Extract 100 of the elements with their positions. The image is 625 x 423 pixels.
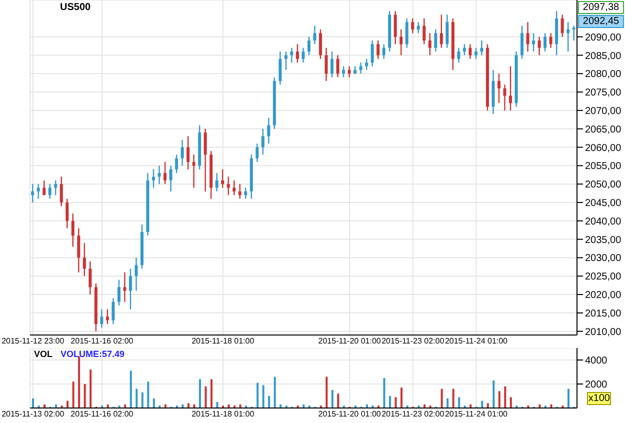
candlestick [54, 180, 58, 196]
bar [198, 379, 201, 408]
bar [492, 380, 495, 408]
bar [400, 388, 403, 408]
candlestick [100, 308, 104, 328]
candlestick [134, 257, 138, 292]
y-tick-label: 2055,00 [585, 161, 622, 172]
candlestick [175, 154, 178, 174]
candlestick [152, 168, 156, 188]
candlestick [42, 180, 46, 196]
y-tick-label: 2070,00 [585, 106, 622, 117]
candlestick [480, 40, 484, 56]
candlestick [261, 128, 264, 156]
candlestick [330, 50, 334, 78]
candlestick [36, 183, 40, 200]
candlestick [318, 28, 322, 60]
candlestick [520, 25, 524, 60]
candlestick [526, 21, 530, 52]
chart-subtitle: VOLUME:57.49 [60, 349, 125, 359]
bar [78, 356, 80, 408]
candlestick [48, 183, 52, 200]
candlestick [284, 50, 288, 71]
bar [32, 398, 34, 408]
bar [66, 400, 69, 408]
y-tick-label: 4000 [585, 356, 608, 367]
candlestick [244, 187, 248, 200]
candlestick [468, 44, 472, 60]
candlestick [560, 14, 564, 38]
candlestick [31, 183, 34, 204]
candlestick [416, 21, 420, 34]
text: 2092,45 [578, 15, 624, 28]
bar [256, 382, 259, 408]
candlestick [508, 66, 512, 112]
x-tick-label: 2015-11-24 01:00 [444, 336, 508, 346]
candlestick [549, 32, 552, 48]
text: 2097,38 [578, 1, 624, 14]
y-tick-label: 2040,00 [585, 216, 622, 228]
bar [274, 376, 276, 408]
candlestick [434, 28, 438, 52]
candlestick [370, 40, 374, 67]
x-tick-label: 2015-11-18 01:00 [192, 410, 255, 419]
candlestick [256, 142, 259, 163]
x-tick-label: 2015-11-23 02:00 [382, 410, 445, 419]
bar [486, 403, 489, 408]
candlestick [411, 18, 414, 34]
candlestick [365, 58, 368, 71]
x-tick-label: 2015-11-13 02:00 [2, 410, 65, 419]
bar [216, 402, 218, 408]
candlestick [405, 18, 408, 48]
y-tick-label: 2060,00 [585, 142, 622, 154]
y-tick-label: 2020,00 [585, 290, 622, 302]
y-tick-label: 2030,00 [585, 253, 622, 264]
candlestick [226, 176, 230, 196]
y-tick-label: 2045,00 [585, 198, 622, 210]
bar [90, 370, 92, 408]
candlestick [572, 25, 576, 42]
bar [383, 378, 386, 408]
bar [210, 379, 212, 408]
bar [84, 384, 86, 408]
candlestick [278, 50, 282, 86]
candlestick [394, 10, 397, 45]
x-tick-label: 2015-11-23 02:00 [382, 336, 445, 346]
bar [326, 376, 328, 408]
y-tick-label: 2025,00 [585, 272, 622, 283]
candlestick [169, 165, 172, 192]
bar [510, 397, 512, 408]
candlestick [382, 44, 386, 60]
x-tick-label: 2015-11-12 23:00 [2, 336, 65, 346]
bar [440, 388, 443, 408]
chart-title: VOL [34, 349, 53, 359]
bar [136, 388, 138, 408]
candlestick [66, 198, 69, 229]
candlestick [267, 117, 270, 144]
chart-title: US500 [60, 2, 91, 13]
bar [498, 391, 500, 408]
candlestick [232, 180, 236, 196]
candlestick [128, 268, 132, 310]
x-tick-label: 2015-11-20 01:00 [318, 336, 382, 346]
bar [481, 400, 484, 408]
bar [504, 386, 506, 408]
y-tick-label: 2015,00 [585, 308, 622, 320]
candlestick [376, 40, 380, 60]
candlestick [538, 36, 541, 56]
candlestick [544, 32, 547, 52]
bar [268, 396, 270, 408]
candlestick [400, 28, 403, 56]
candlestick [88, 260, 92, 296]
candlestick [204, 128, 207, 192]
candlestick [342, 66, 346, 78]
candlestick [82, 242, 86, 277]
candlestick [474, 47, 478, 60]
y-tick-label: 2035,00 [585, 234, 622, 246]
bar [388, 396, 391, 408]
x-tick-label: 2015-11-16 02:00 [70, 410, 134, 419]
candlestick [566, 21, 570, 52]
bar [446, 398, 449, 408]
bar [452, 388, 454, 408]
bar [262, 385, 264, 408]
candlestick [313, 25, 316, 45]
candlestick [290, 47, 294, 64]
